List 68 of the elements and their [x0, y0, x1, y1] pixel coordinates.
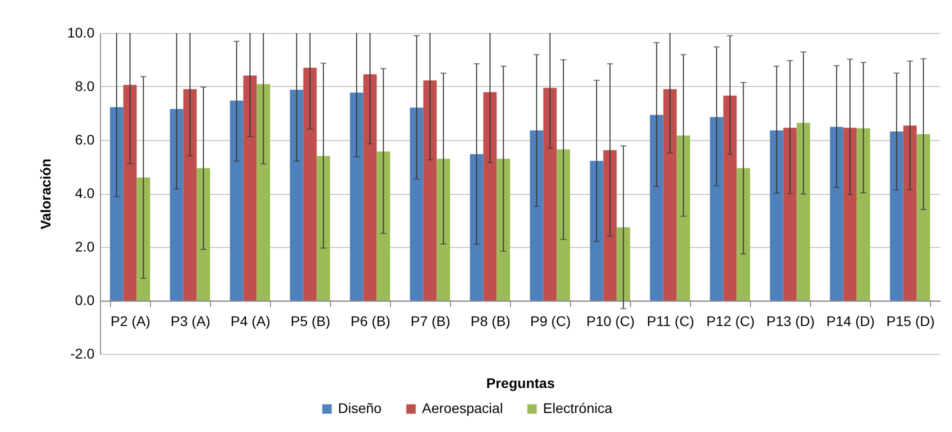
- legend-label: Diseño: [338, 400, 382, 416]
- y-tick-label: 4.0: [75, 185, 95, 201]
- y-tick-label: 10.0: [67, 24, 95, 40]
- x-tick-label: P7 (B): [410, 313, 450, 329]
- bar: [256, 84, 270, 300]
- bar: [170, 108, 184, 300]
- bar: [916, 134, 930, 300]
- x-tick-label: P6 (B): [350, 313, 390, 329]
- y-tick-label: -2.0: [70, 346, 95, 362]
- bar: [483, 92, 497, 300]
- bar: [436, 158, 450, 300]
- bar: [890, 131, 904, 300]
- bar: [843, 128, 857, 300]
- bar: [290, 90, 304, 300]
- x-tick-label: P11 (C): [646, 313, 694, 329]
- bar: [723, 96, 737, 300]
- y-tick-label: 8.0: [75, 78, 95, 94]
- bar: [736, 168, 750, 300]
- x-tick-label: P3 (A): [170, 313, 210, 329]
- x-tick-label: P14 (D): [826, 313, 875, 329]
- bar: [363, 74, 377, 300]
- x-tick-label: P10 (C): [586, 313, 635, 329]
- x-tick-label: P8 (B): [470, 313, 510, 329]
- bar: [856, 128, 870, 300]
- bar: [590, 160, 604, 300]
- bar: [530, 130, 544, 300]
- bar: [616, 227, 630, 300]
- bar: [423, 80, 437, 300]
- y-tick-label: 2.0: [75, 238, 95, 254]
- bar: [230, 100, 244, 300]
- x-tick-label: P12 (C): [706, 313, 755, 329]
- bar: [556, 149, 570, 300]
- bar: [496, 158, 510, 300]
- bar: [663, 89, 677, 300]
- x-tick-label: P9 (C): [530, 313, 571, 329]
- bar: [243, 76, 257, 300]
- bar: [650, 114, 664, 300]
- bar: [796, 122, 810, 300]
- bar: [316, 156, 330, 300]
- bar: [470, 154, 484, 300]
- x-tick-label: P15 (D): [886, 313, 935, 329]
- bar: [903, 126, 917, 300]
- x-axis-title: Preguntas: [486, 375, 555, 391]
- x-tick-label: P4 (A): [230, 313, 270, 329]
- bar: [196, 168, 210, 300]
- bar: [410, 108, 424, 300]
- y-axis-title: Valoración: [37, 158, 54, 230]
- bar: [676, 135, 690, 300]
- bar: [376, 152, 390, 300]
- x-tick-label: P5 (B): [290, 313, 330, 329]
- y-tick-label: 0.0: [75, 292, 95, 308]
- bar: [136, 177, 150, 300]
- bar: [830, 126, 844, 300]
- bar: [183, 89, 197, 300]
- bar: [603, 150, 617, 300]
- bar: [543, 88, 557, 300]
- bar: [303, 68, 317, 300]
- x-tick-label: P13 (D): [766, 313, 815, 329]
- bar: [350, 92, 364, 300]
- bar: [123, 84, 137, 300]
- legend-label: Aeroespacial: [422, 400, 503, 416]
- bar: [783, 128, 797, 300]
- legend-label: Electrónica: [543, 400, 612, 416]
- bar: [710, 116, 724, 300]
- x-tick-label: P2 (A): [110, 313, 150, 329]
- bar: [110, 107, 124, 300]
- bar: [770, 130, 784, 300]
- y-tick-label: 6.0: [75, 132, 95, 148]
